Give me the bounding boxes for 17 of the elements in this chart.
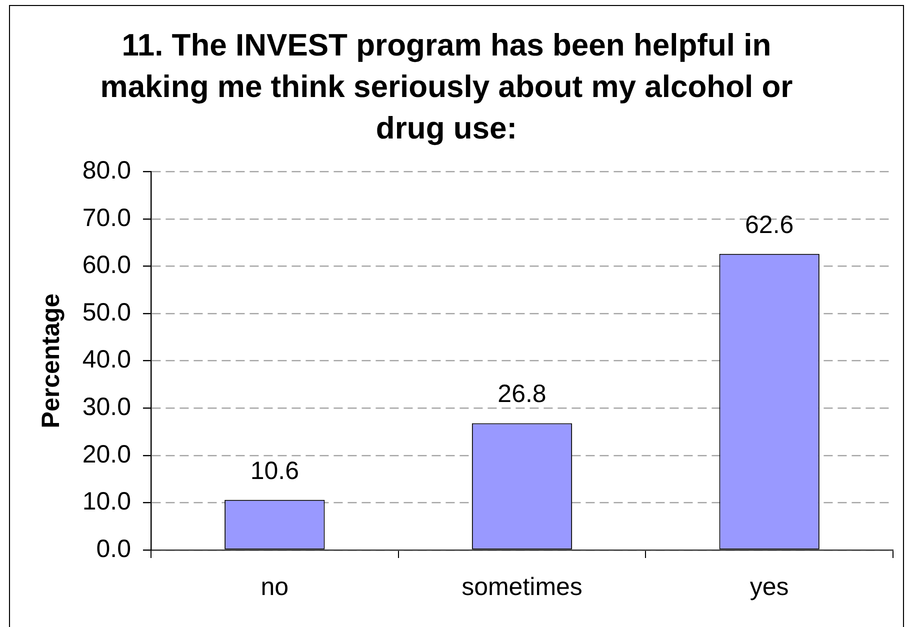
y-tick-label: 40.0 bbox=[82, 346, 131, 374]
x-tick-label: sometimes bbox=[462, 572, 582, 601]
y-tick-label: 60.0 bbox=[82, 251, 131, 280]
data-label: 62.6 bbox=[744, 210, 794, 239]
y-tick-label: 50.0 bbox=[82, 298, 131, 326]
data-label: 10.6 bbox=[250, 456, 300, 485]
y-tick-label: 80.0 bbox=[82, 156, 131, 185]
y-axis-title: Percentage bbox=[36, 293, 65, 428]
y-tick-label: 10.0 bbox=[82, 488, 131, 516]
y-tick-label: 70.0 bbox=[82, 204, 131, 232]
y-tick-label: 30.0 bbox=[82, 393, 131, 421]
chart-title: 11. The INVEST program has been helpful in making me think seriously about my alcohol or drug use: bbox=[100, 27, 793, 146]
data-label: 26.8 bbox=[498, 380, 546, 408]
x-tick-label: yes bbox=[750, 572, 789, 601]
x-tick-label: no bbox=[260, 572, 289, 601]
y-tick-label: 0.0 bbox=[96, 534, 131, 563]
y-tick-label: 20.0 bbox=[82, 440, 131, 468]
